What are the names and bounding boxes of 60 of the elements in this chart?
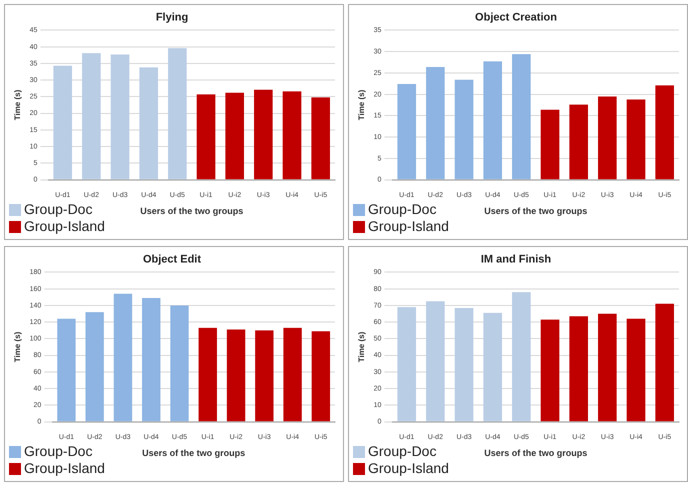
bar xyxy=(282,91,302,180)
bar xyxy=(626,318,646,422)
bar xyxy=(86,312,104,422)
bar xyxy=(170,305,189,422)
y-axis-title: Time (s) xyxy=(357,331,366,362)
y-axis-title: Time (s) xyxy=(13,89,22,120)
bar xyxy=(226,330,246,422)
bar xyxy=(225,92,244,180)
legend-label: Group-Island xyxy=(368,460,449,477)
chart-title: Object Creation xyxy=(475,12,558,24)
bar xyxy=(512,54,531,180)
legend-label: Group-Doc xyxy=(368,201,436,218)
bar xyxy=(598,314,617,422)
bar xyxy=(483,312,502,422)
bar xyxy=(283,328,302,422)
bar xyxy=(142,298,160,422)
bar xyxy=(312,331,330,422)
bar xyxy=(426,301,445,422)
bar xyxy=(397,307,416,422)
bar xyxy=(569,316,588,422)
legend-label: Group-Doc xyxy=(24,201,92,218)
legend-label: Group-Doc xyxy=(368,443,436,460)
bar xyxy=(540,320,560,422)
bar xyxy=(426,66,445,180)
legend-label: Group-Island xyxy=(24,218,105,235)
bar xyxy=(655,85,674,180)
chart-title: Object Edit xyxy=(142,254,202,266)
legend-label: Group-Island xyxy=(368,218,449,235)
x-axis-title: Users of the two groups xyxy=(484,206,588,216)
bar xyxy=(110,54,130,180)
bar xyxy=(540,110,560,180)
bar xyxy=(483,61,502,180)
bar xyxy=(254,90,273,180)
bar xyxy=(397,84,416,180)
bar xyxy=(82,53,101,180)
bar xyxy=(198,328,217,422)
bar xyxy=(168,48,187,180)
bar xyxy=(626,99,646,180)
bar xyxy=(655,304,674,422)
chart-title: Flying xyxy=(156,12,188,24)
bar xyxy=(53,66,72,180)
bar xyxy=(114,294,132,422)
x-axis-title: Users of the two groups xyxy=(484,448,588,458)
x-axis-title: Users of the two groups xyxy=(140,206,244,216)
bar xyxy=(196,94,216,180)
legend-label: Group-Doc xyxy=(24,443,92,460)
bar xyxy=(139,67,158,180)
y-axis-title: Time (s) xyxy=(357,89,366,120)
bar xyxy=(569,104,588,180)
bar xyxy=(311,97,330,180)
bar xyxy=(598,96,617,180)
bar xyxy=(255,330,274,422)
bar xyxy=(57,318,76,422)
chart-title: IM and Finish xyxy=(480,254,552,266)
y-axis-title: Time (s) xyxy=(13,331,22,362)
bar xyxy=(512,292,531,422)
x-axis-title: Users of the two groups xyxy=(142,448,246,458)
bar xyxy=(454,80,474,180)
bar xyxy=(454,308,474,422)
legend-label: Group-Island xyxy=(24,460,105,477)
